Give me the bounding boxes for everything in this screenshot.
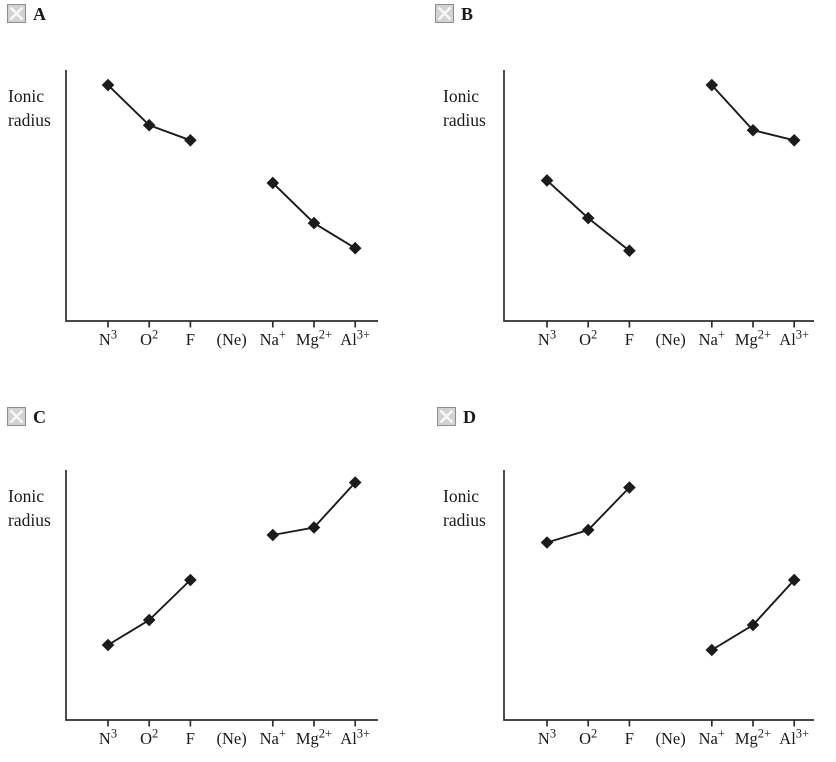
x-tick-label: F xyxy=(625,330,634,349)
x-tick-label: Mg2+ xyxy=(735,328,771,350)
option-d-header: D xyxy=(437,407,476,426)
y-axis-title-line2: radius xyxy=(443,510,486,531)
option-d-label: D xyxy=(463,406,476,427)
y-axis-title: Ionic radius xyxy=(8,484,51,532)
data-point-marker xyxy=(787,573,801,587)
axes xyxy=(65,70,378,322)
x-tick-label: O2 xyxy=(140,328,158,350)
x-tick-label: Al3+ xyxy=(779,328,809,350)
x-tick-label: F xyxy=(625,729,634,748)
chart-option-a: A Ionic radius N3 O2 F (Ne) Na+ Mg2+ Al3+ xyxy=(0,0,418,381)
option-c-label: C xyxy=(33,406,46,427)
option-b-header: B xyxy=(435,4,473,23)
option-b-checkbox[interactable] xyxy=(435,4,454,23)
x-tick-label: N3 xyxy=(99,328,117,350)
y-axis-title: Ionic radius xyxy=(443,84,486,132)
x-tick-label: O2 xyxy=(579,328,597,350)
series-line xyxy=(711,579,795,651)
data-point-marker xyxy=(787,133,801,147)
x-tick-label: Na+ xyxy=(260,727,286,749)
x-tick-label: (Ne) xyxy=(655,330,685,349)
x-tick-label: (Ne) xyxy=(655,729,685,748)
line-chart-b: N3 O2 F (Ne) Na+ Mg2+ Al3+ xyxy=(503,70,814,350)
x-tick-label: Na+ xyxy=(699,328,725,350)
option-d-checkbox[interactable] xyxy=(437,407,456,426)
x-mark-icon xyxy=(437,6,452,21)
option-c-checkbox[interactable] xyxy=(7,407,26,426)
line-chart-a: N3 O2 F (Ne) Na+ Mg2+ Al3+ xyxy=(65,70,378,350)
x-tick-label: N3 xyxy=(538,727,556,749)
x-tick-label: Al3+ xyxy=(340,328,370,350)
x-tick-label: Mg2+ xyxy=(735,727,771,749)
data-point-marker xyxy=(348,476,362,489)
x-tick-label: Al3+ xyxy=(340,727,370,749)
x-tick-label: N3 xyxy=(538,328,556,350)
data-point-marker xyxy=(705,78,719,92)
data-point-marker xyxy=(348,241,362,255)
axes xyxy=(503,470,814,721)
x-mark-icon xyxy=(9,6,24,21)
line-chart-c: N3 O2 F (Ne) Na+ Mg2+ Al3+ xyxy=(65,470,378,749)
data-point-marker xyxy=(266,528,280,542)
x-tick-label: N3 xyxy=(99,727,117,749)
x-tick-label: O2 xyxy=(140,727,158,749)
y-axis-title-line1: Ionic xyxy=(8,486,44,506)
data-point-marker xyxy=(101,638,115,652)
option-a-checkbox[interactable] xyxy=(7,4,26,23)
data-point-marker xyxy=(184,133,197,147)
y-axis-title-line1: Ionic xyxy=(8,86,44,106)
x-tick-label: Al3+ xyxy=(779,727,809,749)
x-tick-label: (Ne) xyxy=(216,729,246,748)
x-tick-label: Mg2+ xyxy=(296,727,332,749)
y-axis-title: Ionic radius xyxy=(8,84,51,132)
x-tick-label: O2 xyxy=(579,727,597,749)
x-tick-label: Mg2+ xyxy=(296,328,332,350)
axes xyxy=(503,70,814,322)
data-point-marker xyxy=(307,216,321,230)
x-tick-label: Na+ xyxy=(699,727,725,749)
line-chart-d: N3 O2 F (Ne) Na+ Mg2+ Al3+ xyxy=(503,470,814,749)
option-a-header: A xyxy=(7,4,46,23)
series-line xyxy=(107,84,191,142)
y-axis-title-line2: radius xyxy=(8,110,51,131)
data-point-marker xyxy=(581,523,595,537)
series-line xyxy=(272,182,356,250)
chart-option-d: D Ionic radius N3 O2 F (Ne) Na+ Mg2+ Al3+ xyxy=(418,381,836,762)
data-point-marker xyxy=(142,118,156,132)
y-axis-title-line1: Ionic xyxy=(443,86,479,106)
data-point-marker xyxy=(540,536,554,549)
chart-option-b: B Ionic radius N3 O2 F (Ne) Na+ Mg2+ Al3+ xyxy=(418,0,836,381)
data-point-marker xyxy=(705,643,719,657)
data-point-marker xyxy=(623,481,636,494)
option-c-header: C xyxy=(7,407,46,426)
axes xyxy=(65,470,378,721)
y-axis-title-line2: radius xyxy=(8,510,51,531)
option-b-label: B xyxy=(461,3,474,24)
x-tick-label: F xyxy=(186,729,195,748)
data-point-marker xyxy=(266,176,280,190)
chart-option-c: C Ionic radius N3 O2 F (Ne) Na+ Mg2+ Al3+ xyxy=(0,381,418,762)
series-line xyxy=(107,579,192,646)
x-tick-label: (Ne) xyxy=(216,330,246,349)
x-tick-label: Na+ xyxy=(260,328,286,350)
x-mark-icon xyxy=(439,409,454,424)
data-point-marker xyxy=(623,244,636,258)
data-point-marker xyxy=(101,78,115,92)
y-axis-title: Ionic radius xyxy=(443,484,486,532)
option-a-label: A xyxy=(33,3,46,24)
x-tick-label: F xyxy=(186,330,195,349)
data-point-marker xyxy=(581,211,595,225)
y-axis-title-line2: radius xyxy=(443,110,486,131)
x-mark-icon xyxy=(9,409,24,424)
y-axis-title-line1: Ionic xyxy=(443,486,479,506)
